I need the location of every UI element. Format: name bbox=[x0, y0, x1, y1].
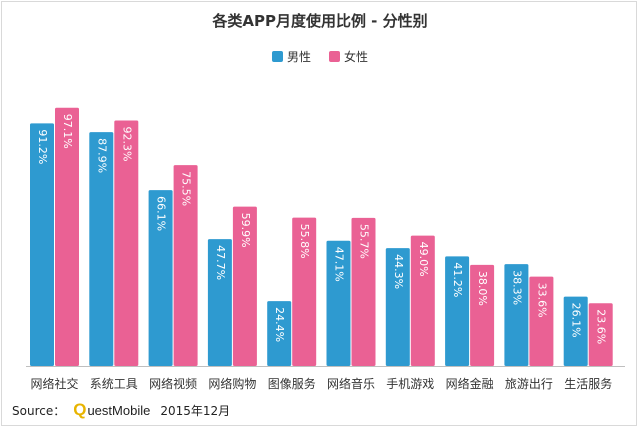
legend-label-male: 男性 bbox=[286, 50, 311, 64]
bar-male-5 bbox=[326, 240, 351, 366]
category-label-5: 网络音乐 bbox=[327, 376, 375, 391]
bar-male-9 bbox=[563, 296, 588, 366]
value-label-male-9: 26.1% bbox=[570, 303, 583, 338]
bar-female-5 bbox=[351, 217, 376, 366]
category-label-9: 生活服务 bbox=[564, 376, 612, 391]
bar-male-3 bbox=[207, 239, 232, 366]
category-label-6: 手机游戏 bbox=[386, 377, 434, 391]
bar-female-7 bbox=[470, 264, 495, 366]
value-label-male-7: 41.2% bbox=[451, 262, 464, 297]
value-label-female-8: 33.6% bbox=[535, 283, 548, 318]
bar-female-9 bbox=[588, 303, 613, 366]
category-label-0: 网络社交 bbox=[30, 376, 78, 391]
category-label-3: 网络购物 bbox=[208, 376, 256, 391]
category-label-8: 旅游出行 bbox=[505, 377, 553, 391]
legend-item-female: 女性 bbox=[329, 48, 368, 65]
value-label-male-2: 66.1% bbox=[155, 196, 168, 231]
legend-label-female: 女性 bbox=[344, 50, 369, 64]
value-label-male-0: 91.2% bbox=[36, 129, 49, 164]
value-label-male-3: 47.7% bbox=[214, 245, 227, 280]
bar-male-7 bbox=[445, 256, 470, 366]
source-line: Source： Q uestMobile 2015年12月 bbox=[12, 400, 230, 420]
category-label-2: 网络视频 bbox=[149, 376, 197, 391]
value-label-female-2: 75.5% bbox=[180, 171, 193, 206]
legend: 男性 女性 bbox=[0, 48, 640, 65]
questmobile-brand: uestMobile bbox=[87, 402, 151, 418]
value-label-female-9: 23.6% bbox=[595, 309, 608, 344]
bar-male-2 bbox=[148, 190, 173, 366]
legend-item-male: 男性 bbox=[271, 48, 311, 65]
bar-female-8 bbox=[529, 276, 554, 366]
bar-male-1 bbox=[89, 132, 114, 366]
value-label-female-7: 38.0% bbox=[476, 271, 489, 306]
category-label-1: 系统工具 bbox=[90, 377, 138, 391]
bar-female-1 bbox=[114, 120, 139, 367]
value-label-female-5: 55.7% bbox=[358, 224, 371, 259]
source-label: Source： bbox=[12, 403, 66, 418]
value-label-female-6: 49.0% bbox=[417, 242, 430, 277]
value-label-male-8: 38.3% bbox=[510, 270, 523, 305]
bar-female-3 bbox=[232, 206, 257, 366]
bar-male-6 bbox=[385, 248, 410, 366]
category-label-4: 图像服务 bbox=[268, 376, 316, 391]
source-date: 2015年12月 bbox=[160, 403, 231, 418]
chart-title: 各类APP月度使用比例 - 分性别 bbox=[212, 12, 428, 30]
value-label-male-1: 87.9% bbox=[95, 138, 108, 173]
value-label-male-6: 44.3% bbox=[392, 254, 405, 289]
value-label-male-5: 47.1% bbox=[333, 247, 346, 282]
bar-female-0 bbox=[55, 107, 79, 367]
bar-male-8 bbox=[504, 264, 529, 366]
value-label-male-4: 24.4% bbox=[273, 307, 286, 342]
bar-female-2 bbox=[173, 165, 198, 366]
value-label-female-3: 59.9% bbox=[239, 213, 252, 248]
legend-swatch-female bbox=[329, 51, 340, 62]
value-label-female-0: 97.1% bbox=[61, 114, 74, 149]
bar-female-6 bbox=[410, 235, 435, 366]
value-label-female-4: 55.8% bbox=[298, 224, 311, 259]
legend-swatch-male bbox=[271, 51, 283, 62]
value-label-female-1: 92.3% bbox=[120, 126, 133, 161]
bar-male-4 bbox=[267, 301, 292, 366]
category-label-7: 网络金融 bbox=[446, 376, 494, 391]
bar-male-0 bbox=[30, 123, 54, 367]
questmobile-logo-letter: Q bbox=[73, 400, 87, 419]
bar-female-4 bbox=[292, 217, 317, 366]
